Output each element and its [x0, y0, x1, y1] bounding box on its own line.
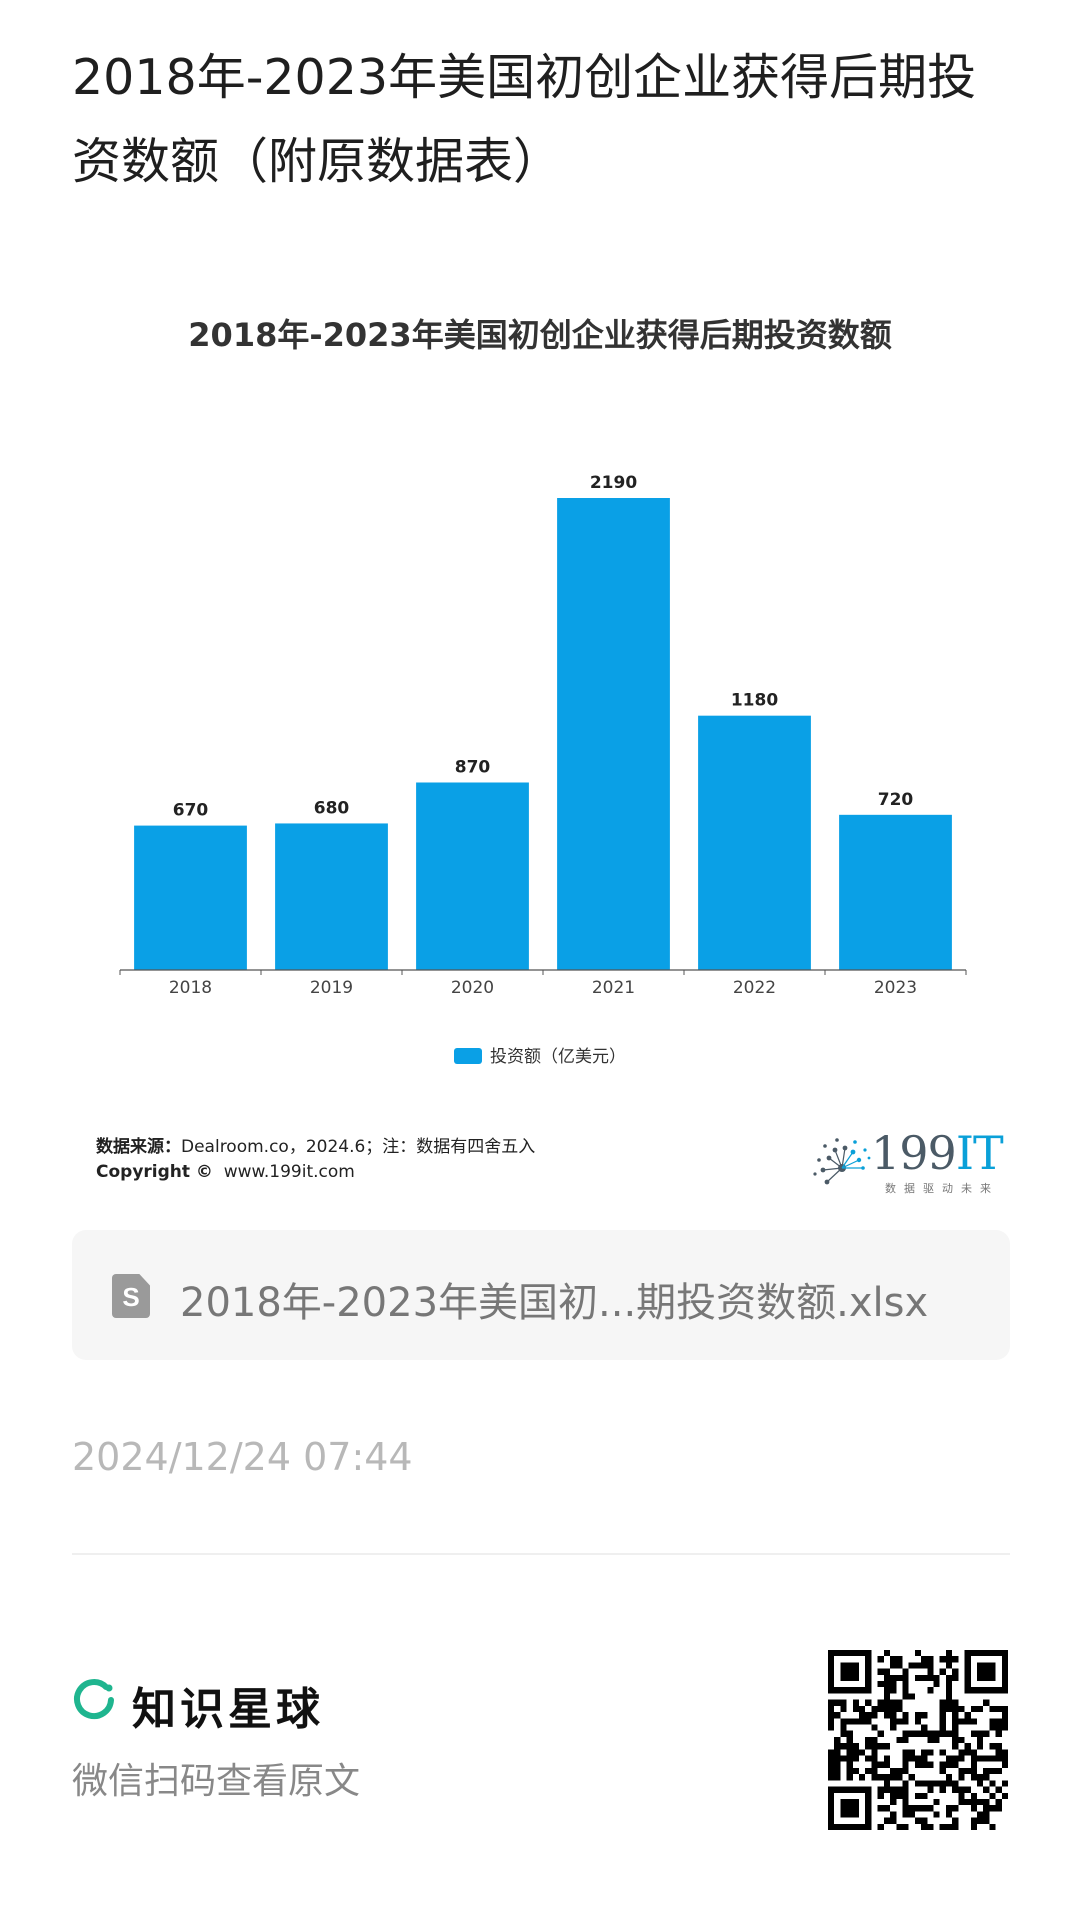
- data-label-2021: 2190: [590, 473, 637, 493]
- x-tick-label-2023: 2023: [874, 978, 917, 998]
- bar-chart: 670 2018 680 2019 870 2020 2190 2021 1180 2022 720…: [119, 473, 967, 998]
- qr-code-icon[interactable]: [828, 1650, 1008, 1830]
- scan-hint: 微信扫码查看原文: [72, 1761, 361, 1802]
- post-timestamp: 2024/12/24 07:44: [72, 1435, 413, 1479]
- data-label-2018: 670: [173, 801, 209, 821]
- dandelion-icon: [813, 1138, 871, 1185]
- data-label-2022: 1180: [731, 691, 778, 711]
- legend-swatch: [454, 1048, 482, 1064]
- data-source: 数据来源：Dealroom.co，2024.6；注：数据有四舍五入: [96, 1132, 535, 1157]
- x-tick-label-2018: 2018: [169, 978, 212, 998]
- brand-wordmark: 199IT: [871, 1126, 1004, 1180]
- x-tick-label-2022: 2022: [733, 978, 776, 998]
- planet-logo-icon: [74, 1679, 114, 1719]
- spreadsheet-file-icon: S: [112, 1274, 150, 1318]
- data-label-2019: 680: [314, 798, 350, 818]
- x-tick-label-2020: 2020: [451, 978, 494, 998]
- legend-label: 投资额（亿美元）: [490, 1047, 626, 1067]
- bar-2020: [416, 782, 529, 970]
- x-tick-label-2019: 2019: [310, 978, 353, 998]
- bar-2023: [839, 814, 952, 970]
- bar-2019: [275, 823, 388, 970]
- bar-2018: [134, 825, 247, 970]
- attachment-card[interactable]: S 2018年-2023年美国初...期投资数额.xlsx: [72, 1230, 1010, 1360]
- platform-name: 知识星球: [132, 1684, 324, 1735]
- x-tick-label-2021: 2021: [592, 978, 635, 998]
- chart-image: 2018年-2023年美国初创企业获得后期投资数额 670 2018 680 2019…: [72, 290, 1008, 1210]
- chart-legend: 投资额（亿美元）: [72, 1042, 1008, 1067]
- data-label-2023: 720: [878, 790, 914, 810]
- chart-title: 2018年-2023年美国初创企业获得后期投资数额: [188, 316, 892, 354]
- source-label: 数据来源：: [96, 1137, 181, 1157]
- divider: [72, 1553, 1010, 1555]
- copyright: Copyright © www.199it.com: [96, 1162, 355, 1182]
- attachment-filename: 2018年-2023年美国初...期投资数额.xlsx: [180, 1280, 929, 1326]
- copyright-label: Copyright ©: [96, 1162, 213, 1182]
- post-title: 2018年-2023年美国初创企业获得后期投资数额（附原数据表）: [72, 49, 977, 190]
- bar-2021: [557, 498, 670, 970]
- brand-logo: 199IT 数据驱动未来: [807, 1126, 1007, 1196]
- data-label-2020: 870: [455, 757, 491, 777]
- brand-tagline: 数据驱动未来: [885, 1182, 999, 1195]
- source-text: Dealroom.co，2024.6；注：数据有四舍五入: [181, 1137, 536, 1157]
- bar-2022: [698, 715, 811, 970]
- copyright-text: www.199it.com: [223, 1162, 355, 1182]
